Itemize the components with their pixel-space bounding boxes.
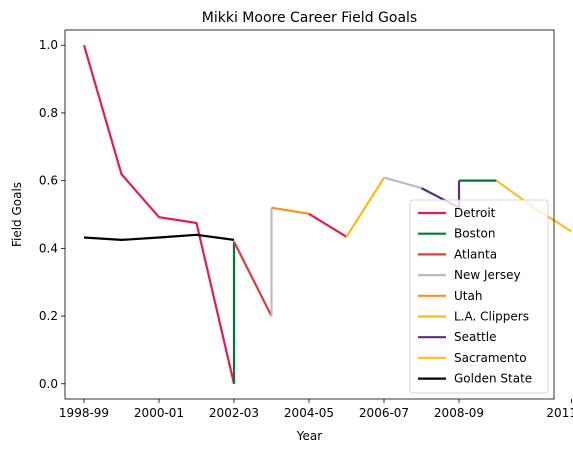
y-tick-label-0: 0.0 (39, 377, 58, 391)
series-line-11 (83, 233, 235, 241)
y-tick-label-5: 1.0 (39, 38, 58, 52)
series-line-2 (233, 241, 273, 317)
legend-label-6: Seattle (454, 330, 496, 344)
series-layer (82, 44, 573, 385)
legend-label-2: Atlanta (454, 247, 497, 261)
y-tick-label-4: 0.8 (39, 106, 58, 120)
x-axis-title: Year (296, 429, 322, 443)
x-tick-label-3: 2004-05 (284, 406, 334, 420)
y-tick-label-3: 0.6 (39, 174, 58, 188)
x-tick-label-2: 2002-03 (209, 406, 259, 420)
chart-title: Mikki Moore Career Field Goals (202, 10, 417, 26)
series-line-7 (383, 176, 422, 190)
y-axis: 0.0 0.2 0.4 0.6 0.8 1.0 (39, 38, 65, 391)
x-tick-label-0: 1998-99 (59, 406, 109, 420)
legend-label-3: New Jersey (454, 268, 521, 282)
legend: Detroit Boston Atlanta New Jersey Utah L.A. C… (409, 199, 549, 394)
legend-box (409, 199, 549, 394)
legend-label-8: Golden State (454, 372, 532, 386)
series-line-4 (271, 206, 310, 215)
plot-frame (64, 29, 555, 400)
legend-label-7: Sacramento (454, 351, 527, 365)
y-tick-label-1: 0.2 (39, 309, 58, 323)
legend-label-4: Utah (454, 289, 482, 303)
legend-label-1: Boston (454, 227, 495, 241)
y-axis-title: Field Goals (10, 182, 24, 247)
series-line-6 (345, 177, 385, 238)
legend-label-5: L.A. Clippers (454, 310, 529, 324)
series-line-5 (308, 212, 348, 238)
x-axis: 1998-99 2000-01 2002-03 2004-05 2006-07 2008-… (59, 399, 573, 420)
legend-label-0: Detroit (454, 206, 496, 220)
x-tick-label-6: 2011-12 (546, 406, 573, 420)
x-tick-label-1: 2000-01 (134, 406, 184, 420)
x-tick-label-4: 2006-07 (359, 406, 409, 420)
y-tick-label-2: 0.4 (39, 241, 58, 255)
series-line-0 (82, 44, 236, 385)
x-tick-label-5: 2008-09 (434, 406, 484, 420)
